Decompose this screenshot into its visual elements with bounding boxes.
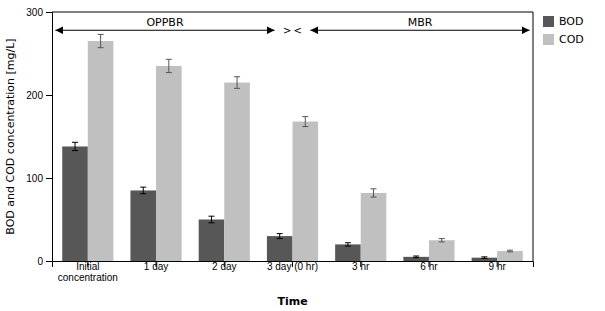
legend: BOD COD <box>543 15 584 46</box>
error-bar <box>140 187 146 194</box>
annotation-label: OPPBR <box>146 16 183 29</box>
tick-label: 300 <box>26 7 43 18</box>
tick-label-line: 3 day (0 hr) <box>267 261 318 272</box>
tick-label: 3 hr <box>352 261 370 272</box>
tick-label: 2 day <box>212 261 236 272</box>
x-tick: 1 day <box>144 261 168 272</box>
tick-mark <box>46 178 52 179</box>
tick-label: 100 <box>26 173 43 184</box>
annotation-symbol: > < <box>283 25 302 36</box>
error-bar <box>345 243 351 246</box>
tick-mark <box>46 12 52 13</box>
chart-container: 0 100 200 300 Initialconcentration 1 day 2 day… <box>0 0 605 311</box>
bar <box>335 244 361 261</box>
bar <box>88 41 114 261</box>
arrow <box>310 30 529 31</box>
tick-label-line: concentration <box>58 272 118 283</box>
bar <box>156 66 182 261</box>
error-bar <box>302 117 308 127</box>
x-tick: 9 hr <box>489 261 507 272</box>
y-axis-title: BOD and COD concentration [mg/L] <box>4 38 17 234</box>
bar <box>429 240 455 261</box>
chart-svg: 0 100 200 300 Initialconcentration 1 day 2 day… <box>0 0 605 311</box>
tick-label-line: Initial <box>76 261 99 272</box>
frame-line <box>52 12 533 13</box>
error-bar <box>98 34 104 47</box>
y-tick: 100 <box>26 173 52 184</box>
bar <box>267 236 293 261</box>
axis-line <box>46 13 53 262</box>
tick-label: 1 day <box>144 261 168 272</box>
bar <box>472 258 498 261</box>
legend-item: BOD <box>543 15 583 28</box>
x-tick: 3 day (0 hr) <box>267 261 318 272</box>
bar <box>62 146 88 261</box>
annotation-label: MBR <box>408 16 433 29</box>
bar <box>199 220 225 262</box>
tick-mark <box>46 95 52 96</box>
tick-label-line: 2 day <box>212 261 236 272</box>
y-axis: 0 100 200 300 <box>26 7 52 267</box>
error-bar <box>72 142 78 150</box>
tick-label: 200 <box>26 90 43 101</box>
legend-swatch <box>543 16 554 27</box>
tick-label-line: 6 hr <box>420 261 438 272</box>
tick-label: 6 hr <box>420 261 438 272</box>
x-axis-title: Time <box>277 295 307 308</box>
arrow <box>55 30 274 31</box>
tick-label: 0 <box>37 256 43 267</box>
error-bar <box>413 256 419 258</box>
annotations: OPPBR MBR > < <box>55 16 529 36</box>
tick-label: Initialconcentration <box>58 261 118 283</box>
tick-label: 3 day (0 hr) <box>267 261 318 272</box>
x-tick: 2 day <box>212 261 236 272</box>
bar <box>361 193 387 261</box>
tick-mark <box>46 261 52 262</box>
bar <box>293 122 319 261</box>
frame-line <box>533 12 534 261</box>
legend-item: COD <box>543 33 584 46</box>
error-bar <box>439 239 445 242</box>
error-bar <box>234 77 240 89</box>
y-tick: 300 <box>26 7 52 18</box>
y-tick: 0 <box>37 256 52 267</box>
x-tick: 6 hr <box>420 261 438 272</box>
tick-label-line: 1 day <box>144 261 168 272</box>
legend-swatch <box>543 34 554 45</box>
legend-label: BOD <box>559 15 583 28</box>
error-bar <box>166 59 172 72</box>
bar <box>130 190 156 261</box>
x-tick: Initialconcentration <box>58 261 118 283</box>
series <box>88 34 523 261</box>
x-axis: Initialconcentration 1 day 2 day 3 day (0 h… <box>53 261 534 283</box>
tick-label-line: 9 hr <box>489 261 507 272</box>
bar <box>403 257 429 261</box>
error-bar <box>481 257 487 259</box>
y-tick: 200 <box>26 90 52 101</box>
error-bar <box>371 189 377 197</box>
error-bar <box>507 250 513 252</box>
bar <box>224 83 250 261</box>
legend-label: COD <box>559 33 584 46</box>
tick-label-line: 3 hr <box>352 261 370 272</box>
plot: 0 100 200 300 Initialconcentration 1 day 2 day… <box>26 7 533 283</box>
tick-label: 9 hr <box>489 261 507 272</box>
x-tick: 3 hr <box>352 261 370 272</box>
marks <box>62 34 523 261</box>
series <box>62 142 497 261</box>
error-bar <box>277 234 283 239</box>
error-bar <box>208 216 214 223</box>
bar <box>497 251 523 261</box>
